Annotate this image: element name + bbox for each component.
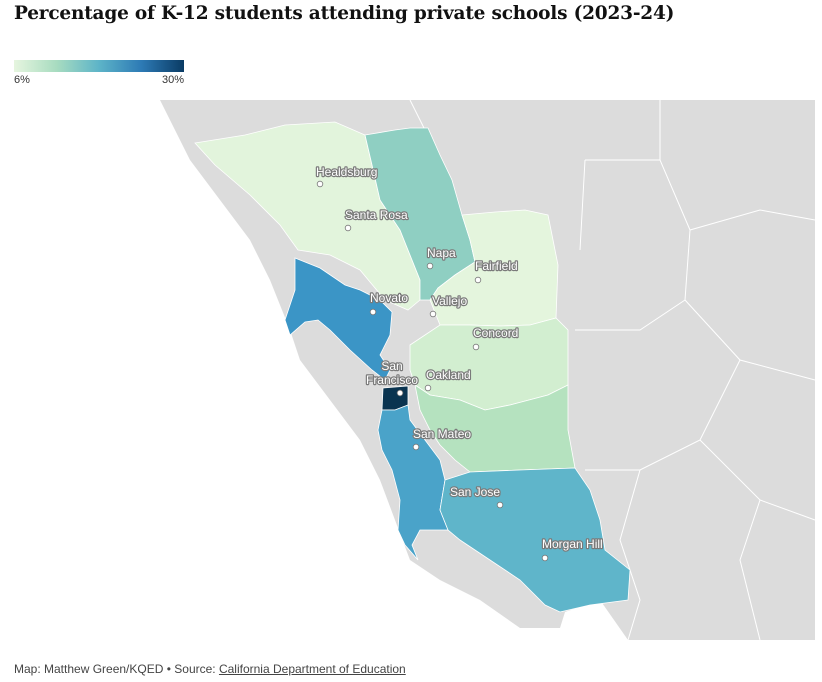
map-credit-footer: Map: Matthew Green/KQED • Source: Califo… [14,662,406,676]
footer-credit-text: Map: Matthew Green/KQED • Source: [14,662,219,676]
city-label-healdsburg: Healdsburg [316,165,377,179]
city-label-san-francisco: San Francisco [366,359,418,387]
city-dot-healdsburg [316,180,324,188]
legend-min-label: 6% [14,74,30,86]
city-label-santa-rosa: Santa Rosa [345,208,408,222]
marin-county[interactable] [284,257,393,381]
city-dot-oakland [424,384,432,392]
color-legend: 6% 30% [14,60,184,88]
city-dot-fairfield [474,276,482,284]
santa-clara-county[interactable] [439,467,631,613]
legend-max-label: 30% [161,74,184,86]
city-label-novato: Novato [370,291,408,305]
city-dot-san-jose [496,501,504,509]
source-link[interactable]: California Department of Education [218,662,406,676]
city-dot-novato [369,308,377,316]
city-label-oakland: Oakland [426,368,471,382]
city-label-san-jose: San Jose [450,485,500,499]
san-mateo-county[interactable] [377,404,449,561]
city-label-vallejo: Vallejo [432,294,467,308]
city-dot-vallejo [429,310,437,318]
city-label-fairfield: Fairfield [475,259,518,273]
map-title: Percentage of K-12 students attending pr… [14,3,675,24]
city-markers: Healdsburg Santa Rosa Napa Fairfield Novato V… [315,164,604,562]
city-dot-san-francisco [396,389,404,397]
city-dot-santa-rosa [344,224,352,232]
city-dot-morgan-hill [541,554,549,562]
legend-gradient-bar [14,60,184,72]
city-dot-concord [472,343,480,351]
city-dot-san-mateo [412,443,420,451]
city-label-morgan-hill: Morgan Hill [542,537,603,551]
city-label-concord: Concord [473,326,518,340]
city-label-san-mateo: San Mateo [413,427,471,441]
city-label-napa: Napa [427,246,456,260]
alameda-county[interactable] [414,384,576,473]
city-dot-napa [426,262,434,270]
